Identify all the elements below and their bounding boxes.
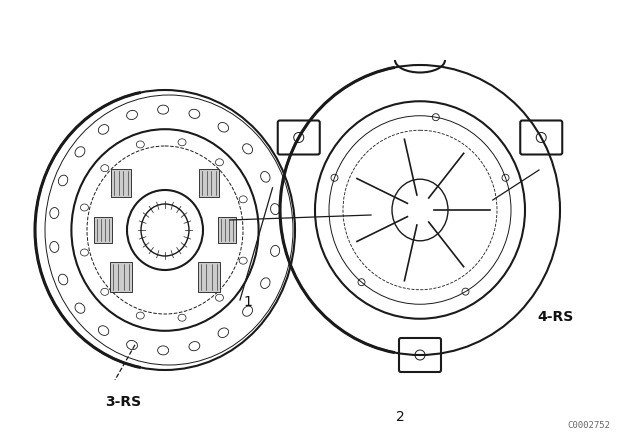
- Bar: [111, 169, 131, 197]
- Bar: [198, 262, 220, 292]
- Bar: [218, 217, 236, 243]
- Text: C0002752: C0002752: [567, 421, 610, 430]
- Text: 2: 2: [396, 410, 404, 424]
- Text: 4-RS: 4-RS: [537, 310, 573, 324]
- Bar: [110, 262, 132, 292]
- Bar: [94, 217, 112, 243]
- Text: 1: 1: [243, 295, 252, 309]
- Bar: [199, 169, 219, 197]
- Text: 3-RS: 3-RS: [105, 395, 141, 409]
